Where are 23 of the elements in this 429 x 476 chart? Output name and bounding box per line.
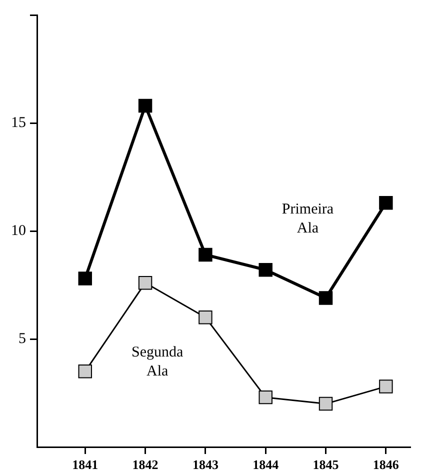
x-tick-label: 1842 (132, 457, 158, 472)
x-tick-label: 1845 (312, 457, 340, 472)
point (198, 310, 212, 324)
point (258, 390, 272, 404)
series-label: Segunda Ala (131, 344, 184, 380)
y-tick-label: 5 (18, 330, 26, 347)
x-tick-label: 1844 (252, 457, 280, 472)
point (138, 98, 152, 113)
point (138, 276, 152, 290)
point (78, 272, 92, 286)
point (379, 196, 393, 210)
y-tick-label: 15 (11, 114, 26, 131)
x-tick-label: 1846 (372, 457, 400, 472)
point (258, 263, 272, 277)
point (318, 396, 333, 411)
point (78, 364, 92, 378)
point (318, 291, 333, 305)
point (379, 380, 393, 394)
series-label: Primeira Ala (282, 202, 334, 237)
point (198, 248, 212, 262)
y-tick-label: 10 (11, 222, 26, 239)
x-tick-label: 1843 (192, 457, 219, 472)
x-tick-label: 1841 (72, 457, 98, 472)
